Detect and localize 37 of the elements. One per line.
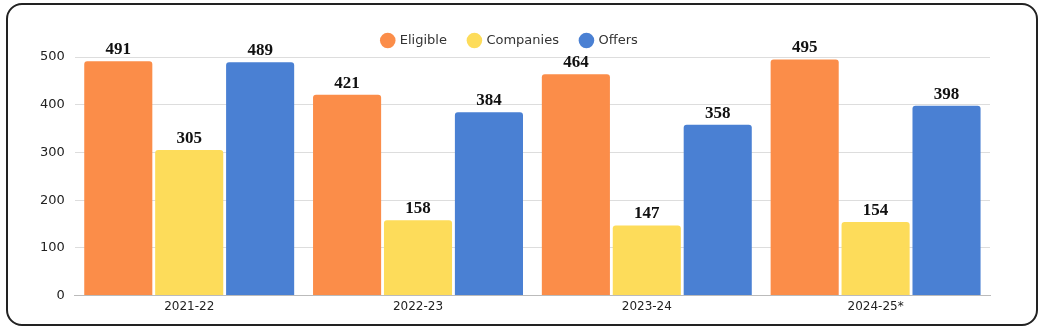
legend-label: Companies bbox=[486, 31, 560, 47]
data-label: 358 bbox=[704, 102, 731, 122]
bar bbox=[612, 225, 681, 296]
y-tick-label: 300 bbox=[39, 143, 65, 159]
data-label: 147 bbox=[634, 203, 661, 223]
bar bbox=[683, 124, 752, 296]
data-label: 398 bbox=[933, 83, 960, 103]
legend-label: Eligible bbox=[399, 31, 447, 47]
data-label: 464 bbox=[563, 52, 590, 72]
bar bbox=[454, 112, 523, 296]
y-tick-label: 100 bbox=[39, 239, 65, 255]
y-tick-label: 400 bbox=[39, 96, 65, 112]
x-tick-label: 2022-23 bbox=[392, 298, 444, 313]
bar bbox=[912, 105, 981, 296]
bar bbox=[541, 74, 610, 296]
y-tick-label: 200 bbox=[39, 191, 65, 207]
bar bbox=[841, 222, 910, 296]
data-label: 421 bbox=[334, 72, 360, 92]
bar bbox=[770, 59, 839, 296]
data-label: 154 bbox=[862, 200, 889, 219]
x-tick-label: 2023-24 bbox=[621, 298, 672, 313]
x-tick-label: 2024-25* bbox=[847, 298, 904, 313]
legend-label: Offers bbox=[598, 31, 638, 47]
data-label: 384 bbox=[476, 90, 503, 110]
bar bbox=[383, 220, 453, 296]
x-tick-label: 2021-22 bbox=[164, 298, 215, 313]
data-label: 491 bbox=[105, 39, 132, 59]
data-label: 489 bbox=[247, 40, 273, 60]
bar bbox=[313, 94, 382, 296]
bar bbox=[155, 150, 224, 296]
data-label: 158 bbox=[405, 198, 431, 218]
bar bbox=[226, 62, 295, 296]
y-tick-label: 0 bbox=[56, 286, 65, 302]
y-tick-label: 500 bbox=[39, 48, 65, 64]
data-label: 305 bbox=[176, 127, 202, 147]
data-label: 495 bbox=[791, 37, 818, 57]
bar bbox=[84, 61, 153, 296]
